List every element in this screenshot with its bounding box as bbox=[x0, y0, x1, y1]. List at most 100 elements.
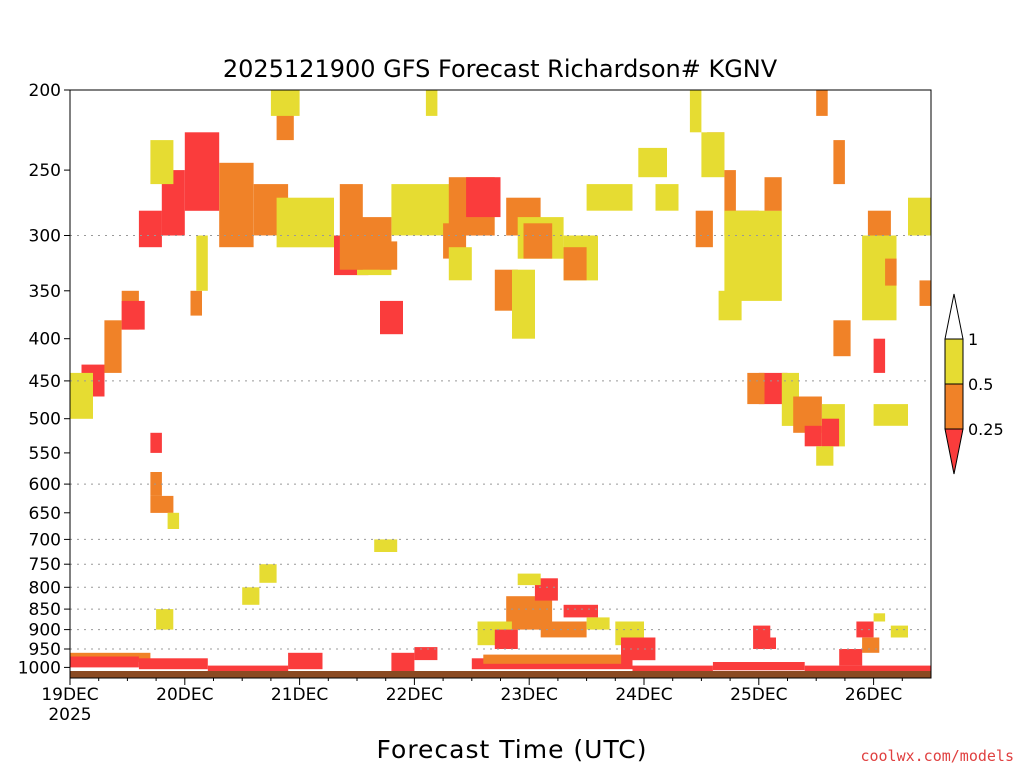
ri-cell-orange bbox=[190, 290, 202, 316]
ri-cell-orange bbox=[833, 320, 851, 357]
ri-cell-yellow bbox=[586, 617, 610, 630]
ri-cell-red bbox=[380, 300, 403, 335]
ri-cell-red bbox=[161, 170, 185, 236]
ri-cell-yellow bbox=[448, 247, 472, 281]
ri-cell-yellow bbox=[259, 564, 277, 583]
y-tick-label: 850 bbox=[29, 600, 61, 620]
x-tick-label: 26DEC bbox=[845, 685, 902, 705]
y-axis: 200 250 300 350 400 450 500 550 600 650 700 750 8008… bbox=[18, 81, 70, 678]
chart-title: 2025121900 GFS Forecast Richardson# KGNV bbox=[223, 55, 778, 83]
colorbar-bottom-arrow bbox=[944, 428, 964, 475]
ri-cell-yellow bbox=[517, 573, 541, 586]
y-tick-label: 300 bbox=[29, 227, 61, 247]
ri-cell-orange bbox=[219, 162, 254, 248]
plot-cells bbox=[70, 90, 931, 671]
ri-cell-yellow bbox=[908, 197, 931, 236]
ri-cell-orange bbox=[695, 210, 713, 248]
y-tick-label: 900 bbox=[29, 621, 61, 641]
ri-cell-yellow bbox=[276, 197, 334, 248]
y-tick-label: 950 bbox=[29, 640, 61, 660]
ri-cell-yellow bbox=[890, 625, 908, 638]
ri-cell-yellow bbox=[638, 147, 667, 178]
ri-cell-red bbox=[839, 649, 863, 666]
ri-cell-red bbox=[856, 621, 874, 638]
ri-cell-orange bbox=[150, 495, 174, 513]
ri-cell-yellow bbox=[816, 446, 834, 466]
colorbar-label: 0.5 bbox=[968, 375, 993, 394]
ri-cell-orange bbox=[563, 247, 587, 281]
ri-cell-red bbox=[804, 665, 931, 671]
ri-cell-red bbox=[764, 637, 776, 649]
ri-cell-yellow bbox=[724, 210, 782, 301]
ri-cell-yellow bbox=[873, 613, 886, 622]
colorbar-top-arrow bbox=[944, 293, 964, 340]
ri-cell-red bbox=[391, 652, 415, 671]
ri-cell-orange bbox=[919, 280, 931, 306]
y-tick-label: 800 bbox=[29, 578, 61, 598]
ri-cell-orange bbox=[816, 90, 828, 116]
colorbar-orange bbox=[944, 383, 964, 430]
ri-cell-orange bbox=[483, 654, 622, 664]
credit-link[interactable]: coolwx.com/models bbox=[860, 747, 1014, 765]
ri-cell-red bbox=[873, 338, 886, 373]
x-tick-label: 20DEC bbox=[156, 685, 213, 705]
ri-cell-orange bbox=[540, 621, 587, 638]
y-tick-label: 1000 bbox=[18, 658, 61, 678]
ri-cell-red bbox=[821, 418, 840, 447]
y-tick-label: 450 bbox=[29, 372, 61, 392]
ri-cell-yellow bbox=[701, 132, 725, 178]
ri-cell-yellow bbox=[374, 539, 398, 552]
ri-cell-red bbox=[414, 647, 438, 661]
ri-cell-yellow bbox=[718, 290, 742, 321]
ri-cell-red bbox=[288, 652, 323, 670]
ri-cell-yellow bbox=[655, 184, 679, 211]
ri-cell-yellow bbox=[270, 90, 300, 116]
ri-cell-red bbox=[712, 662, 805, 671]
colorbar-legend: 1 0.5 0.25 bbox=[944, 293, 1004, 475]
ri-cell-orange bbox=[380, 241, 398, 270]
ri-cell-yellow bbox=[689, 90, 702, 133]
ri-cell-orange bbox=[104, 320, 122, 373]
y-tick-label: 600 bbox=[29, 475, 61, 495]
x-axis-label: Forecast Time (UTC) bbox=[377, 735, 648, 764]
ri-cell-red bbox=[70, 656, 139, 668]
x-tick-label: 25DEC bbox=[730, 685, 787, 705]
ri-cell-yellow bbox=[425, 90, 438, 116]
ri-cell-yellow bbox=[512, 269, 535, 339]
ri-cell-red bbox=[466, 177, 501, 218]
ri-cell-red bbox=[494, 629, 518, 649]
x-tick-label: 24DEC bbox=[615, 685, 672, 705]
x-tick-label: 21DEC bbox=[271, 685, 328, 705]
y-tick-label: 500 bbox=[29, 410, 61, 430]
ri-cell-yellow bbox=[196, 235, 208, 291]
ri-cell-yellow bbox=[156, 609, 174, 630]
ri-cell-red bbox=[632, 665, 713, 671]
ri-cell-orange bbox=[339, 235, 363, 270]
y-tick-label: 250 bbox=[29, 161, 61, 181]
ri-cell-yellow bbox=[242, 587, 260, 605]
y-tick-label: 550 bbox=[29, 444, 61, 464]
colorbar-label: 0.25 bbox=[968, 420, 1004, 439]
ri-cell-red bbox=[138, 658, 208, 670]
ri-cell-orange bbox=[862, 637, 880, 653]
x-tick-sublabel: 2025 bbox=[48, 705, 91, 725]
ri-cell-red bbox=[150, 432, 162, 453]
ri-cell-yellow bbox=[167, 512, 180, 529]
ri-cell-orange bbox=[724, 170, 736, 236]
y-tick-label: 350 bbox=[29, 282, 61, 302]
ri-cell-orange bbox=[833, 140, 845, 185]
y-tick-label: 650 bbox=[29, 504, 61, 524]
ri-cell-orange bbox=[764, 177, 782, 211]
x-tick-label: 22DEC bbox=[386, 685, 443, 705]
ri-cell-orange bbox=[747, 372, 765, 405]
x-tick-label: 23DEC bbox=[501, 685, 558, 705]
ri-cell-yellow bbox=[586, 184, 633, 211]
y-tick-label: 200 bbox=[29, 81, 61, 101]
ri-cell-yellow bbox=[70, 372, 93, 419]
ri-cell-orange bbox=[150, 472, 162, 496]
ri-cell-red bbox=[804, 425, 822, 447]
ri-cell-orange bbox=[885, 258, 897, 286]
ri-cell-red bbox=[207, 665, 289, 671]
